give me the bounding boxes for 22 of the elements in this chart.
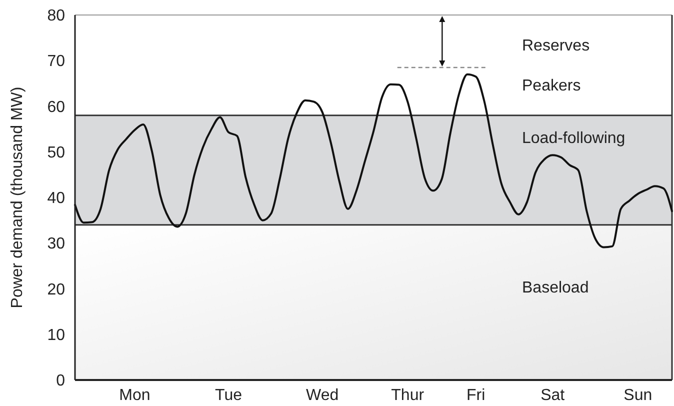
x-tick-label: Thur [391,387,425,404]
y-tick-label: 10 [47,326,66,344]
x-tick-label: Fri [466,387,486,404]
y-tick-label: 80 [47,8,66,25]
x-tick-label: Tue [215,387,242,404]
y-tick-label: 30 [47,236,66,253]
x-tick-label: Sat [540,387,566,404]
y-tick-label: 50 [47,144,66,162]
y-tick-label: 60 [47,98,66,116]
band-label: Baseload [522,280,589,297]
line-series [74,73,673,248]
annotation: Peakers [522,78,581,95]
y-tick-label: 70 [47,53,66,70]
x-tick-label: Wed [306,387,339,404]
x-tick-label: Sun [624,387,652,404]
band-label: Load-following [522,130,626,147]
y-axis-title: Power demand (thousand MW) [9,86,26,308]
y-tick-label: 40 [47,190,66,208]
y-tick-label: 20 [47,281,66,298]
y-tick-label: 0 [56,372,66,390]
annotation: Reserves [522,38,590,55]
x-tick-label: Mon [119,387,150,404]
